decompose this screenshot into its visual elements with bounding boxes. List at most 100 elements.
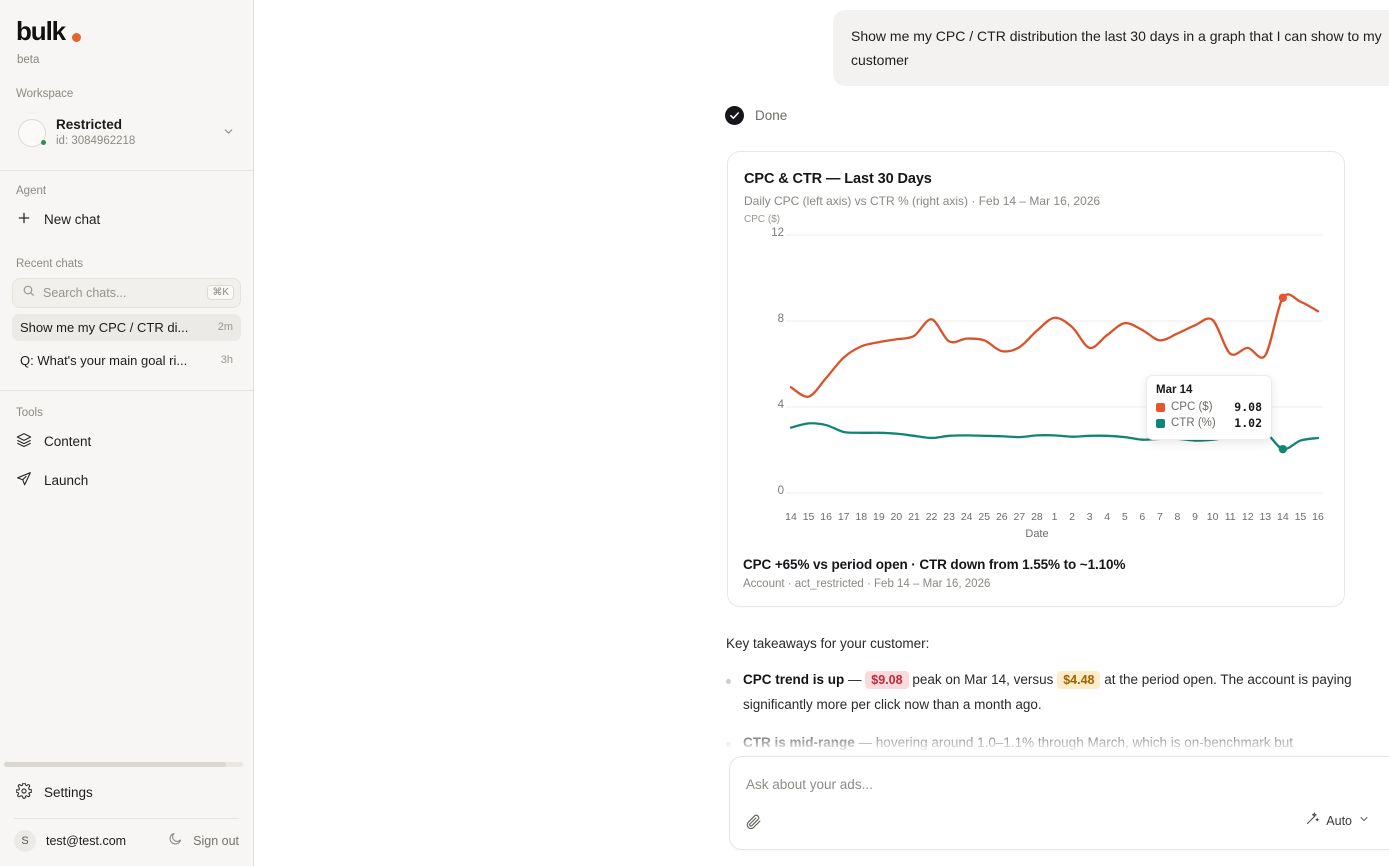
new-chat-button[interactable]: New chat xyxy=(0,203,253,236)
x-axis-tick-label: 14 xyxy=(1277,511,1289,523)
y-axis-caption: CPC ($) xyxy=(744,214,781,225)
model-selector[interactable]: Auto xyxy=(1305,811,1370,831)
bullet-dot-icon xyxy=(726,741,731,747)
paper-plane-icon xyxy=(16,471,32,490)
x-axis-tick-label: 17 xyxy=(837,511,850,523)
chart-series-cpc xyxy=(789,293,1320,398)
bullet-lead: CPC trend is up xyxy=(743,672,845,687)
x-axis-tick-label: 3 xyxy=(1086,511,1093,523)
settings-label: Settings xyxy=(44,785,93,800)
metric-pill-peak: $9.08 xyxy=(865,671,909,689)
sidebar-spacer xyxy=(0,497,253,762)
sidebar-item-settings[interactable]: Settings xyxy=(0,775,253,810)
workspace-name: Restricted xyxy=(56,117,123,132)
x-axis-tick-label: 12 xyxy=(1241,511,1254,523)
chat-title: Show me my CPC / CTR di... xyxy=(20,319,189,335)
x-axis-tick-label: 18 xyxy=(855,511,868,523)
search-shortcut-badge: ⌘K xyxy=(207,285,234,301)
x-axis-tick-label: 15 xyxy=(1294,511,1307,523)
chevron-down-icon[interactable] xyxy=(1358,812,1370,830)
bullet-text: CPC trend is up — $9.08 peak on Mar 14, … xyxy=(743,668,1366,718)
chat-list-item-0[interactable]: Show me my CPC / CTR di... 2m xyxy=(12,313,241,341)
sign-out-button[interactable]: Sign out xyxy=(193,834,239,848)
status-label: Done xyxy=(755,108,788,123)
chat-list-item-1[interactable]: Q: What's your main goal ri... 3h xyxy=(12,347,241,374)
x-axis-tick-label: 20 xyxy=(890,511,903,523)
sidebar-item-launch[interactable]: Launch xyxy=(0,464,253,497)
x-axis-tick-label: 4 xyxy=(1104,511,1111,523)
brand-block: bulk beta xyxy=(0,0,253,66)
tooltip-series-label: CPC ($) xyxy=(1171,401,1213,413)
workspace-section-label: Workspace xyxy=(16,88,74,100)
tooltip-row-cpc: CPC ($) 9.08 xyxy=(1156,400,1262,414)
search-icon xyxy=(22,284,35,302)
x-axis-tick-label: 28 xyxy=(1031,511,1043,523)
theme-toggle-moon-icon[interactable] xyxy=(168,831,183,851)
takeaways-list: CPC trend is up — $9.08 peak on Mar 14, … xyxy=(726,668,1366,769)
online-status-icon xyxy=(41,139,46,145)
composer[interactable]: Ask about your ads... Auto xyxy=(729,756,1389,850)
x-axis-tick-label: 10 xyxy=(1206,511,1219,523)
status-badge: Done xyxy=(725,106,787,125)
x-axis-tick-label: 6 xyxy=(1139,511,1146,523)
x-axis-tick-label: 24 xyxy=(960,511,973,523)
user-footer: S test@test.com Sign out xyxy=(0,819,253,866)
bullet-dash: — xyxy=(848,672,862,687)
x-axis-tick-label: 14 xyxy=(785,511,797,523)
layers-icon xyxy=(16,432,32,451)
divider xyxy=(14,818,239,819)
x-axis-tick-label: 21 xyxy=(908,511,920,523)
model-name-label: Auto xyxy=(1326,814,1352,828)
check-circle-icon xyxy=(725,106,744,125)
avatar[interactable]: S xyxy=(14,830,36,852)
search-input[interactable]: Search chats... ⌘K xyxy=(12,277,241,308)
agent-section-label: Agent xyxy=(16,184,47,197)
bullet-dash: — xyxy=(858,734,873,750)
chart-title: CPC & CTR — Last 30 Days xyxy=(744,171,932,187)
x-axis-tick-label: 1 xyxy=(1051,511,1058,523)
bullet-dot-icon xyxy=(726,679,731,684)
tooltip-date: Mar 14 xyxy=(1156,384,1193,396)
x-axis-tick-label: 8 xyxy=(1174,511,1181,523)
legend-swatch-ctr-icon xyxy=(1156,418,1165,428)
brand-logo[interactable]: bulk xyxy=(16,16,237,47)
chevron-down-icon[interactable] xyxy=(222,125,235,141)
x-axis-tick-label: 5 xyxy=(1121,511,1128,523)
x-axis-tick-label: 19 xyxy=(872,511,885,523)
search-placeholder: Search chats... xyxy=(43,285,127,300)
sparkle-wand-icon xyxy=(1305,811,1320,831)
bullet-mid: peak on Mar 14, versus xyxy=(912,672,1054,687)
new-chat-label: New chat xyxy=(44,211,101,227)
user-email: test@test.com xyxy=(46,834,127,848)
chat-timestamp: 2m xyxy=(217,321,233,334)
x-axis-tick-label: 2 xyxy=(1069,511,1075,523)
sidebar-item-label: Launch xyxy=(44,472,89,488)
bullet-tail: at the period open. The account is payin… xyxy=(743,672,1352,712)
bullet-lead: CTR is mid-range xyxy=(743,734,855,750)
list-item: CTR is mid-range — hovering around 1.0–1… xyxy=(726,731,1366,756)
brand-name: bulk xyxy=(16,16,66,46)
plus-icon xyxy=(16,210,32,229)
workspace-id: id: 3084962218 xyxy=(56,134,136,147)
workspace-selector[interactable]: Restricted id: 3084962218 xyxy=(10,110,243,156)
x-axis-tick-label: 15 xyxy=(802,511,815,523)
paperclip-icon[interactable] xyxy=(745,813,762,835)
tooltip-row-ctr: CTR (%) 1.02 xyxy=(1156,416,1262,430)
chat-timestamp: 3h xyxy=(220,354,233,367)
chart-footer-headline: CPC +65% vs period open · CTR down from … xyxy=(743,557,1126,572)
legend-swatch-cpc-icon xyxy=(1156,402,1165,412)
sidebar-horizontal-scrollbar[interactable] xyxy=(4,762,243,767)
x-axis-tick-label: 22 xyxy=(925,511,938,523)
x-axis-title: Date xyxy=(1025,528,1049,540)
sidebar: bulk beta Workspace Restricted id: 30849… xyxy=(0,0,254,866)
sidebar-item-content[interactable]: Content xyxy=(0,425,253,458)
chart-footer-meta: Account · act_restricted · Feb 14 – Mar … xyxy=(743,578,991,590)
scrollbar-thumb[interactable] xyxy=(4,762,227,767)
y-axis-tick-label: 4 xyxy=(777,399,784,411)
sidebar-item-label: Content xyxy=(44,433,92,449)
bullet-text: CTR is mid-range — hovering around 1.0–1… xyxy=(743,731,1293,756)
recent-chats-label: Recent chats xyxy=(16,257,84,270)
y-axis-tick-label: 12 xyxy=(771,227,784,239)
bullet-tail: hovering around 1.0–1.1% through March, … xyxy=(875,734,1294,750)
